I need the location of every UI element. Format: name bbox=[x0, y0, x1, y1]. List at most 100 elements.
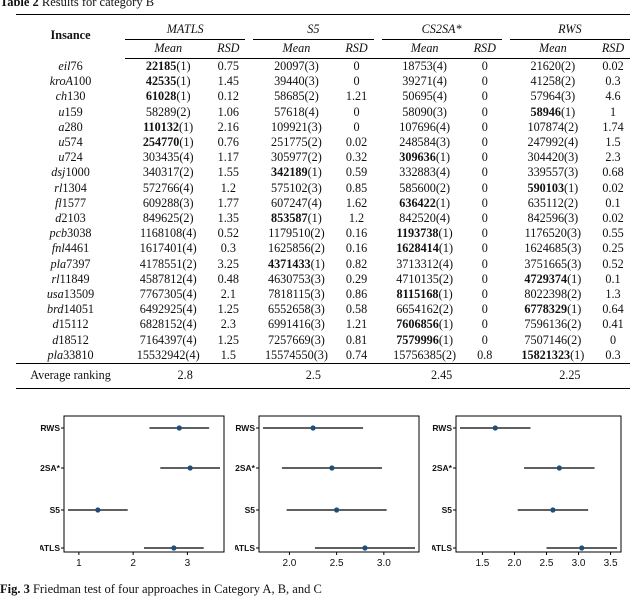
subheader-rsd: RSD bbox=[211, 39, 246, 59]
rsd-value-matls: 0.75 bbox=[217, 59, 239, 73]
table-row: eil76 22185(1) 0.75 20097(3) 0 18753(4) 0 21620… bbox=[16, 59, 630, 75]
instance-number: 13509 bbox=[63, 287, 95, 302]
table-row: rl11849 4587812(4) 0.48 4630753(3) 0.29 47101… bbox=[16, 272, 630, 287]
mean-cell-cs2sa: 7606856(1) bbox=[382, 317, 468, 332]
mean-point bbox=[176, 425, 182, 431]
rsd-value-cs2sa: 0 bbox=[481, 256, 488, 271]
rank-value: (2) bbox=[310, 226, 325, 241]
rank-value: (2) bbox=[435, 180, 451, 195]
subheader-rsd: RSD bbox=[467, 39, 502, 59]
mean-cell-s5: 58685(2) bbox=[253, 89, 339, 104]
mean-point bbox=[329, 465, 335, 471]
mean-cell-matls: 6828152(4) bbox=[125, 317, 211, 332]
rank-value: (4) bbox=[182, 332, 197, 347]
y-tick-label: CS2SA* bbox=[432, 463, 453, 473]
mean-cell-rws: 4729374(1) bbox=[510, 272, 596, 287]
mean-cell-cs2sa: 18753(4) bbox=[382, 59, 468, 75]
rsd-value-s5: 0.16 bbox=[345, 241, 368, 256]
mean-cell-cs2sa: 585600(2) bbox=[382, 181, 468, 196]
rsd-value-cs2sa: 0 bbox=[481, 104, 488, 119]
mean-value: 248584 bbox=[399, 135, 436, 150]
mean-value: 4710135 bbox=[396, 271, 439, 286]
instance-number: 3038 bbox=[67, 226, 92, 241]
instance-name: d15112 bbox=[16, 317, 125, 332]
rsd-value-rws: 1.74 bbox=[602, 119, 624, 134]
mean-cell-rws: 21620(2) bbox=[510, 59, 596, 75]
mean-cell-rws: 8022398(2) bbox=[510, 287, 596, 302]
mean-cell-rws: 3751665(3) bbox=[510, 257, 596, 272]
plot-frame bbox=[455, 415, 622, 553]
x-tick-label: 2.5 bbox=[540, 558, 554, 569]
mean-point bbox=[492, 425, 498, 431]
rank-value: (4) bbox=[185, 347, 200, 362]
mean-cell-matls: 340317(2) bbox=[125, 165, 211, 180]
rank-value: (2) bbox=[307, 135, 322, 150]
mean-cell-cs2sa: 15756385(2) bbox=[382, 348, 468, 364]
mean-value: 20097 bbox=[274, 59, 305, 73]
mean-cell-s5: 20097(3) bbox=[253, 59, 339, 75]
rank-value: (2) bbox=[560, 59, 576, 73]
mean-value: 7507146 bbox=[524, 332, 568, 347]
rsd-value-cs2sa: 0 bbox=[481, 150, 488, 165]
rank-value: (2) bbox=[567, 332, 582, 347]
rsd-value-rws: 1 bbox=[609, 104, 617, 119]
rsd-value-rws: 0.02 bbox=[602, 180, 624, 195]
rank-value: (2) bbox=[567, 287, 582, 302]
instance-name: u159 bbox=[16, 105, 125, 120]
mean-value: 4178551 bbox=[139, 256, 183, 271]
mean-cell-rws: 339557(3) bbox=[510, 165, 596, 180]
mean-value: 107874 bbox=[527, 119, 565, 134]
figure-caption-text: Friedman test of four approaches in Cate… bbox=[32, 582, 322, 596]
mean-value: 342189 bbox=[271, 165, 308, 180]
rsd-value-cs2sa: 0 bbox=[481, 180, 488, 195]
rank-value: (2) bbox=[560, 74, 576, 89]
y-tick-label: RWS bbox=[432, 423, 452, 433]
rsd-value-s5: 0.86 bbox=[345, 287, 368, 302]
instance-name: dsj1000 bbox=[16, 165, 125, 180]
mean-value: 39440 bbox=[274, 74, 305, 89]
rsd-value-cs2sa: 0 bbox=[481, 135, 488, 150]
mean-cell-cs2sa: 8115168(1) bbox=[382, 287, 468, 302]
rank-value: (2) bbox=[438, 271, 454, 286]
mean-cell-cs2sa: 4710135(2) bbox=[382, 272, 468, 287]
table-row: a280 110132(1) 2.16 109921(3) 0 107696(4) 0 107… bbox=[16, 120, 630, 135]
table-row: pla33810 15532942(4) 1.5 15574550(3) 0.74 157… bbox=[16, 348, 630, 364]
instance-number: 4461 bbox=[64, 241, 90, 256]
mean-value: 303435 bbox=[142, 150, 180, 165]
rank-value: (3) bbox=[304, 59, 319, 73]
rsd-value-rws: 1.5 bbox=[605, 135, 621, 150]
table-row: dsj1000 340317(2) 1.55 342189(1) 0.59 332883(… bbox=[16, 165, 630, 180]
mean-cell-cs2sa: 309636(1) bbox=[382, 150, 468, 165]
table-row: fnl4461 1617401(4) 0.3 1625856(2) 0.16 162841… bbox=[16, 241, 630, 256]
subheader-mean: Mean bbox=[381, 39, 468, 59]
mean-point bbox=[362, 545, 368, 551]
rank-value: (2) bbox=[567, 317, 582, 332]
rank-value: (3) bbox=[304, 74, 319, 89]
rsd-value-matls: 1.77 bbox=[217, 195, 239, 210]
mean-value: 309636 bbox=[399, 150, 436, 165]
friedman-plot-category-b: RWS CS2SA* S5 MATLS 2.0 2.5 3.0 bbox=[235, 415, 420, 569]
rank-value: (2) bbox=[179, 211, 194, 226]
mean-value: 18753 bbox=[402, 59, 433, 73]
rank-value: (4) bbox=[432, 89, 447, 104]
rank-value: (1) bbox=[179, 135, 194, 150]
instance-prefix: ch bbox=[55, 89, 68, 104]
rsd-value-rws: 0.41 bbox=[602, 317, 624, 332]
mean-value: 3713312 bbox=[396, 256, 439, 271]
rank-value: (1) bbox=[570, 347, 585, 362]
mean-cell-s5: 7818115(3) bbox=[253, 287, 339, 302]
table-caption: Table 2 Results for category B bbox=[0, 0, 154, 10]
rsd-value-matls: 0.48 bbox=[217, 271, 239, 286]
table-row: d2103 849625(2) 1.35 853587(1) 1.2 842520(4) 0… bbox=[16, 211, 630, 226]
mean-cell-matls: 4178551(2) bbox=[125, 257, 211, 272]
rank-value: (1) bbox=[176, 74, 191, 89]
mean-value: 6991416 bbox=[267, 317, 311, 332]
mean-value: 7767305 bbox=[139, 287, 183, 302]
mean-cell-s5: 305977(2) bbox=[253, 150, 339, 165]
rank-value: (1) bbox=[438, 317, 454, 332]
y-tick-label: MATLS bbox=[432, 543, 452, 553]
mean-point bbox=[550, 507, 556, 513]
instance-number: 130 bbox=[67, 89, 86, 104]
mean-cell-matls: 15532942(4) bbox=[125, 348, 211, 364]
mean-value: 6492925 bbox=[139, 302, 183, 317]
